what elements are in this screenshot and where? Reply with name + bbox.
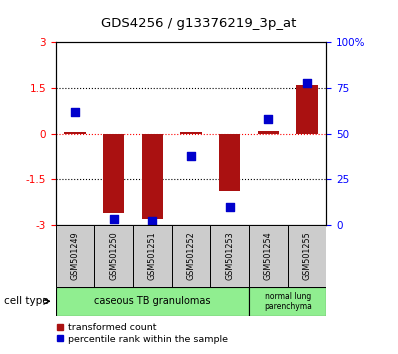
Point xyxy=(188,153,194,158)
Bar xyxy=(180,132,202,133)
Point xyxy=(265,116,271,122)
Text: GDS4256 / g13376219_3p_at: GDS4256 / g13376219_3p_at xyxy=(101,17,297,29)
Text: GSM501252: GSM501252 xyxy=(187,232,195,280)
Point xyxy=(304,80,310,85)
Bar xyxy=(103,133,124,213)
Bar xyxy=(56,225,94,287)
Bar xyxy=(249,225,288,287)
Bar xyxy=(297,85,318,133)
Text: caseous TB granulomas: caseous TB granulomas xyxy=(94,296,211,306)
Legend: transformed count, percentile rank within the sample: transformed count, percentile rank withi… xyxy=(53,319,231,348)
Text: GSM501255: GSM501255 xyxy=(302,232,312,280)
Point xyxy=(111,217,117,222)
Text: GSM501253: GSM501253 xyxy=(225,232,234,280)
Bar xyxy=(64,132,86,133)
Bar xyxy=(133,225,172,287)
Text: normal lung
parenchyma: normal lung parenchyma xyxy=(264,292,312,311)
Bar xyxy=(56,287,249,316)
Bar xyxy=(142,133,163,219)
Point xyxy=(149,218,156,224)
Bar xyxy=(258,131,279,133)
Bar xyxy=(94,225,133,287)
Text: cell type: cell type xyxy=(4,296,49,306)
Bar xyxy=(249,287,326,316)
Bar xyxy=(219,133,240,192)
Point xyxy=(226,204,233,209)
Text: GSM501250: GSM501250 xyxy=(109,232,118,280)
Text: GSM501249: GSM501249 xyxy=(70,232,80,280)
Bar xyxy=(288,225,326,287)
Text: GSM501254: GSM501254 xyxy=(264,232,273,280)
Bar xyxy=(172,225,211,287)
Point xyxy=(72,109,78,115)
Text: GSM501251: GSM501251 xyxy=(148,232,157,280)
Bar xyxy=(211,225,249,287)
